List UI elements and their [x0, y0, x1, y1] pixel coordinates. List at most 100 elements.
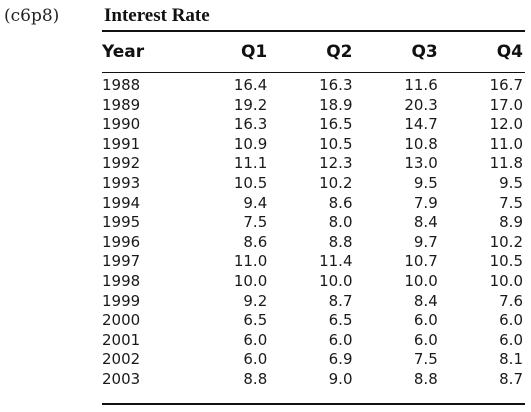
- q3-rate-cell: 9.5: [413, 173, 438, 192]
- q3-rate-cell: 6.0: [413, 330, 438, 349]
- q1-rate-cell: 6.5: [243, 311, 268, 330]
- q1-rate-cell: 10.0: [233, 271, 268, 290]
- q3-rate-cell: 14.7: [404, 115, 438, 134]
- q2-rate-cell: 18.9: [319, 95, 353, 114]
- year-cell: 2001: [102, 330, 141, 349]
- year-cell: 1989: [102, 95, 141, 114]
- q3-rate-cell: 7.9: [413, 193, 438, 212]
- table-row: 1994 9.4 8.6 7.9 7.5: [102, 194, 523, 214]
- bottom-rule: [102, 403, 525, 405]
- q1-rate-cell: 7.5: [243, 213, 268, 232]
- q1-rate-cell: 10.9: [233, 134, 268, 153]
- year-cell: 2003: [102, 369, 141, 388]
- top-rule: [102, 30, 525, 32]
- table-row: 1998 10.0 10.0 10.0 10.0: [102, 272, 523, 292]
- q2-rate-cell: 8.0: [328, 213, 353, 232]
- q2-rate-cell: 10.5: [319, 134, 353, 153]
- year-cell: 1990: [102, 115, 141, 134]
- q2-rate-cell: 11.4: [319, 252, 353, 271]
- q4-rate-cell: 8.9: [499, 213, 523, 232]
- q4-rate-cell: 7.6: [499, 291, 523, 310]
- q2-rate-cell: 10.0: [319, 271, 353, 290]
- table-row: 1999 9.2 8.7 8.4 7.6: [102, 292, 523, 312]
- q2-rate-cell: 16.3: [319, 76, 353, 94]
- q4-rate-cell: 6.0: [499, 311, 523, 330]
- table-row: 1989 19.2 18.9 20.3 17.0: [102, 96, 523, 116]
- q1-rate-cell: 6.0: [243, 350, 268, 369]
- q4-rate-cell: 17.0: [489, 95, 523, 114]
- year-cell: 1993: [102, 173, 141, 192]
- year-cell: 1994: [102, 193, 141, 212]
- q4-rate-cell: 11.8: [489, 154, 523, 173]
- column-header-year: Year: [102, 42, 145, 62]
- table-title: Interest Rate: [104, 5, 210, 26]
- q4-rate-cell: 12.0: [489, 115, 523, 134]
- q4-rate-cell: 9.5: [499, 173, 523, 192]
- q4-rate-cell: 16.7: [489, 76, 523, 94]
- q4-rate-cell: 10.2: [489, 232, 523, 251]
- q1-rate-cell: 6.0: [243, 330, 268, 349]
- q1-rate-cell: 9.4: [243, 193, 268, 212]
- q4-rate-cell: 10.5: [489, 252, 523, 271]
- q1-rate-cell: 16.4: [233, 76, 268, 94]
- q1-rate-cell: 9.2: [243, 291, 268, 310]
- table-row: 1996 8.6 8.8 9.7 10.2: [102, 233, 523, 253]
- column-header-q3: Q3: [411, 42, 438, 62]
- q3-rate-cell: 10.8: [404, 134, 438, 153]
- q3-rate-cell: 7.5: [413, 350, 438, 369]
- table-row: 2003 8.8 9.0 8.8 8.7: [102, 370, 523, 390]
- interest-rate-table: Year Q1 Q2 Q3 Q4 1988 16.4 16.3 11.6 16.7 198…: [102, 36, 523, 390]
- q1-rate-cell: 8.6: [243, 232, 268, 251]
- year-cell: 1988: [102, 76, 141, 94]
- q3-rate-cell: 20.3: [404, 95, 438, 114]
- q4-rate-cell: 6.0: [499, 330, 523, 349]
- q2-rate-cell: 12.3: [319, 154, 353, 173]
- q4-rate-cell: 8.1: [499, 350, 523, 369]
- q4-rate-cell: 10.0: [489, 271, 523, 290]
- reference-label: (c6p8): [4, 6, 60, 26]
- q4-rate-cell: 11.0: [489, 134, 523, 153]
- q3-rate-cell: 13.0: [404, 154, 438, 173]
- q2-rate-cell: 6.9: [328, 350, 353, 369]
- q1-rate-cell: 11.0: [233, 252, 268, 271]
- column-header-q2: Q2: [326, 42, 353, 62]
- q1-rate-cell: 11.1: [233, 154, 268, 173]
- q2-rate-cell: 6.5: [328, 311, 353, 330]
- q3-rate-cell: 6.0: [413, 311, 438, 330]
- q4-rate-cell: 7.5: [499, 193, 523, 212]
- q2-rate-cell: 8.8: [328, 232, 353, 251]
- q1-rate-cell: 8.8: [243, 369, 268, 388]
- year-cell: 1999: [102, 291, 141, 310]
- year-cell: 1992: [102, 154, 141, 173]
- year-cell: 2000: [102, 311, 141, 330]
- table-row: 2001 6.0 6.0 6.0 6.0: [102, 331, 523, 351]
- column-header-q4: Q4: [496, 42, 523, 62]
- table-row: 1988 16.4 16.3 11.6 16.7: [102, 76, 523, 96]
- q2-rate-cell: 8.7: [328, 291, 353, 310]
- table-row: 1993 10.5 10.2 9.5 9.5: [102, 174, 523, 194]
- table-row: 1991 10.9 10.5 10.8 11.0: [102, 135, 523, 155]
- header-rule: [102, 72, 525, 73]
- table-row: 1997 11.0 11.4 10.7 10.5: [102, 252, 523, 272]
- q3-rate-cell: 10.7: [404, 252, 438, 271]
- q1-rate-cell: 10.5: [233, 173, 268, 192]
- q1-rate-cell: 16.3: [233, 115, 268, 134]
- q4-rate-cell: 8.7: [499, 369, 523, 388]
- q3-rate-cell: 9.7: [413, 232, 438, 251]
- q3-rate-cell: 8.4: [413, 213, 438, 232]
- q3-rate-cell: 10.0: [404, 271, 438, 290]
- year-cell: 1991: [102, 134, 141, 153]
- q3-rate-cell: 8.8: [413, 369, 438, 388]
- year-cell: 2002: [102, 350, 141, 369]
- q2-rate-cell: 9.0: [328, 369, 353, 388]
- table-row: 1992 11.1 12.3 13.0 11.8: [102, 154, 523, 174]
- year-cell: 1996: [102, 232, 141, 251]
- q1-rate-cell: 19.2: [233, 95, 268, 114]
- year-cell: 1995: [102, 213, 141, 232]
- year-cell: 1998: [102, 271, 141, 290]
- column-header-q1: Q1: [240, 42, 268, 62]
- q2-rate-cell: 10.2: [319, 173, 353, 192]
- q2-rate-cell: 6.0: [328, 330, 353, 349]
- q2-rate-cell: 8.6: [328, 193, 353, 212]
- table-row: 2000 6.5 6.5 6.0 6.0: [102, 311, 523, 331]
